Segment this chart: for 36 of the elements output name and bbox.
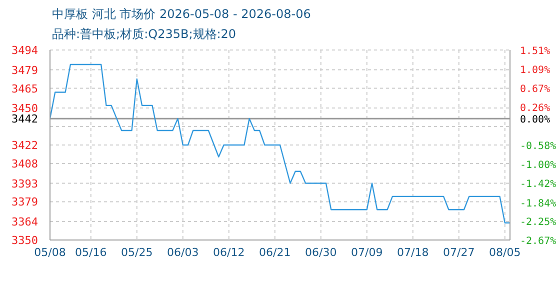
y2-tick-label: 0.26% xyxy=(520,102,550,114)
y2-tick-label: -2.25% xyxy=(520,216,556,228)
y-tick-label: 3494 xyxy=(12,44,38,57)
x-tick-label: 06/21 xyxy=(259,246,291,259)
chart-subtitle: 品种:普中板;材质:Q235B;规格:20 xyxy=(52,26,236,43)
y-tick-label: 3422 xyxy=(12,139,38,152)
x-tick-label: 07/27 xyxy=(443,246,475,259)
x-tick-label: 06/30 xyxy=(305,246,337,259)
line-series xyxy=(50,64,510,224)
y-tick-label: 3379 xyxy=(12,196,38,209)
x-tick-label: 05/25 xyxy=(121,246,153,259)
y2-tick-label: 0.00% xyxy=(520,114,550,126)
x-tick-label: 06/03 xyxy=(167,246,199,259)
y-tick-label: 3393 xyxy=(12,177,38,190)
y-tick-label: 3465 xyxy=(12,82,38,96)
y2-tick-label: 1.51% xyxy=(520,46,550,57)
y-tick-label: 3350 xyxy=(12,234,38,247)
y-tick-label: 3479 xyxy=(12,64,38,77)
x-tick-label: 05/08 xyxy=(34,246,66,259)
chart-title: 中厚板 河北 市场价 2026-05-08 - 2026-08-06 xyxy=(52,6,311,23)
y2-tick-label: -2.67% xyxy=(520,236,556,247)
y2-tick-label: -1.00% xyxy=(520,160,556,172)
x-tick-label: 07/09 xyxy=(351,246,383,259)
x-tick-label: 08/05 xyxy=(489,246,521,259)
y-tick-label: 3364 xyxy=(12,216,38,229)
y2-tick-label: -1.84% xyxy=(520,198,556,210)
y2-tick-label: -1.42% xyxy=(520,179,556,190)
y2-tick-label: 1.09% xyxy=(520,65,550,76)
y-tick-label: 3450 xyxy=(12,102,38,116)
y2-tick-label: 0.67% xyxy=(520,84,550,96)
x-tick-label: 07/18 xyxy=(397,246,429,259)
x-tick-label: 06/12 xyxy=(213,246,245,259)
y-tick-label: 3442 xyxy=(12,112,38,126)
y2-tick-label: -0.58% xyxy=(520,141,556,152)
x-tick-label: 05/16 xyxy=(75,246,107,259)
y-tick-label: 3408 xyxy=(12,157,38,170)
